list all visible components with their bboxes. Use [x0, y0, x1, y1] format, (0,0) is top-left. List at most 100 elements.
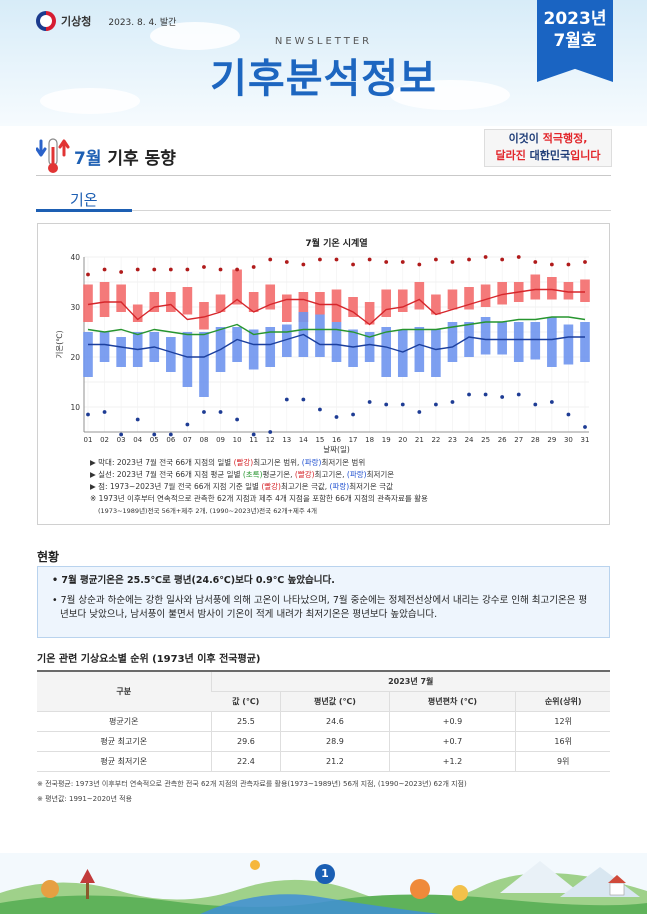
chart-note: (1973~1989년)전국 56개+제주 2개, (1990~2023년)전국…: [98, 507, 318, 515]
x-tick-label: 18: [365, 436, 374, 444]
section-month: 7월: [74, 148, 102, 169]
max-range-bar: [563, 282, 574, 300]
min-range-bar: [563, 324, 574, 365]
min-range-bar: [431, 329, 441, 377]
max-range-bar: [464, 287, 474, 310]
min-extreme-point: [318, 407, 322, 412]
page-number: 1: [315, 864, 335, 884]
max-extreme-point: [450, 260, 455, 264]
max-extreme-point: [583, 260, 587, 264]
section-title-text: 기후 동향: [107, 148, 176, 169]
x-tick-label: 09: [216, 436, 225, 444]
min-range-bar: [265, 327, 276, 367]
table-cell: 9위: [515, 751, 610, 772]
issue-date: 2023. 8. 4. 발간: [108, 17, 177, 28]
min-extreme-point: [301, 397, 306, 402]
min-extreme-point: [86, 412, 90, 417]
max-range-bar: [364, 302, 375, 325]
max-extreme-point: [102, 267, 107, 272]
x-tick-label: 08: [200, 436, 209, 444]
x-tick-label: 17: [349, 436, 358, 444]
min-range-bar: [348, 329, 358, 367]
max-extreme-point: [251, 265, 256, 269]
max-extreme-point: [500, 257, 505, 262]
subsection-underline: [36, 209, 132, 212]
x-tick-label: 02: [100, 436, 109, 444]
min-extreme-point: [284, 397, 289, 402]
max-extreme-point: [86, 272, 90, 277]
x-tick-label: 16: [332, 436, 341, 444]
max-range-bar: [497, 282, 507, 305]
min-extreme-point: [400, 402, 405, 407]
status-box: • 7월 평균기온은 25.5℃로 평년(24.6℃)보다 0.9℃ 높았습니다…: [37, 566, 610, 638]
table-cell: 24.6: [280, 711, 390, 732]
table-cell: +0.9: [388, 711, 516, 732]
max-extreme-point: [284, 260, 289, 264]
mean-temp-line: [87, 316, 586, 338]
min-range-bar: [414, 327, 425, 372]
max-extreme-point: [549, 262, 554, 267]
x-tick-label: 15: [315, 436, 324, 444]
max-range-bar: [580, 279, 590, 302]
min-range-bar: [480, 317, 491, 355]
min-extreme-point: [135, 417, 140, 422]
thermometer-icon: [35, 137, 70, 175]
max-range-bar: [199, 302, 209, 330]
max-range-bar: [315, 292, 325, 315]
min-extreme-point: [500, 395, 505, 399]
x-tick-label: 25: [481, 436, 490, 444]
min-extreme-point: [516, 392, 521, 397]
x-tick-label: 24: [465, 436, 474, 444]
x-tick-label: 07: [183, 436, 192, 444]
y-tick-label: 30: [70, 303, 80, 312]
max-temp-line: [87, 288, 585, 326]
x-tick-label: 29: [547, 436, 556, 444]
note-text: 최고기온,: [314, 470, 347, 479]
min-extreme-point: [467, 392, 471, 397]
y-tick-label: 40: [70, 253, 80, 262]
note-text: 최저기온: [366, 470, 395, 479]
table-cell: +0.7: [388, 731, 516, 752]
max-range-bar: [281, 294, 292, 322]
chart-panel: 7월 기온 시계열 10 20 30 40 01 02 03 04 05 06 07 08 09 10 11 1…: [37, 223, 610, 525]
x-tick-label: 13: [282, 436, 291, 444]
min-extreme-point: [251, 432, 256, 437]
max-extreme-point: [301, 262, 306, 267]
min-extreme-point: [384, 402, 389, 407]
min-range-bar: [248, 329, 259, 370]
x-tick-label: 31: [581, 436, 590, 444]
max-extreme-point: [434, 257, 438, 262]
footnote: ※ 평년값: 1991~2020년 적용: [37, 795, 133, 803]
min-extreme-point: [152, 432, 157, 437]
x-tick-label: 19: [382, 436, 391, 444]
table-row: 평균기온 25.5 24.6 +0.9 12위: [37, 711, 610, 732]
max-range-bar: [397, 289, 408, 312]
min-range-bar: [166, 337, 176, 372]
max-extreme-point: [384, 260, 389, 264]
table-cell: 22.4: [210, 751, 281, 772]
table-column-header: 평년값 (℃): [280, 691, 390, 712]
max-range-bar: [480, 284, 491, 307]
x-tick-label: 04: [133, 436, 142, 444]
note-text: ▶ 막대: 2023년 7월 전국 66개 지점의 일별: [90, 458, 234, 467]
table-row: 평균 최고기온 29.6 28.9 +0.7 16위: [37, 731, 610, 752]
min-extreme-point: [268, 430, 273, 434]
x-tick-label: 30: [564, 436, 573, 444]
banner-text-2b: 대한민국: [529, 149, 571, 162]
x-tick-label: 06: [166, 436, 175, 444]
max-range-bar: [530, 274, 541, 300]
table-cell: 12위: [515, 711, 610, 732]
table-header-period: 2023년 7월: [210, 670, 610, 692]
note-text: (빨강): [233, 458, 254, 467]
min-extreme-point: [334, 415, 339, 419]
max-extreme-point: [218, 267, 223, 272]
chart-note: ▶ 막대: 2023년 7월 전국 66개 지점의 일별 (빨강)최고기온 범위…: [90, 457, 428, 469]
min-range-bar: [580, 322, 590, 362]
max-range-bar: [149, 292, 160, 312]
max-range-bar: [215, 294, 226, 312]
y-axis-label: 기온(℃): [55, 330, 64, 358]
min-range-bar: [513, 322, 524, 362]
x-tick-label: 05: [150, 436, 159, 444]
max-range-bar: [348, 297, 358, 317]
ranking-table: 구분 2023년 7월 값 (℃) 평년값 (℃) 평년편차 (℃) 순위(상위) 평…: [37, 670, 610, 772]
